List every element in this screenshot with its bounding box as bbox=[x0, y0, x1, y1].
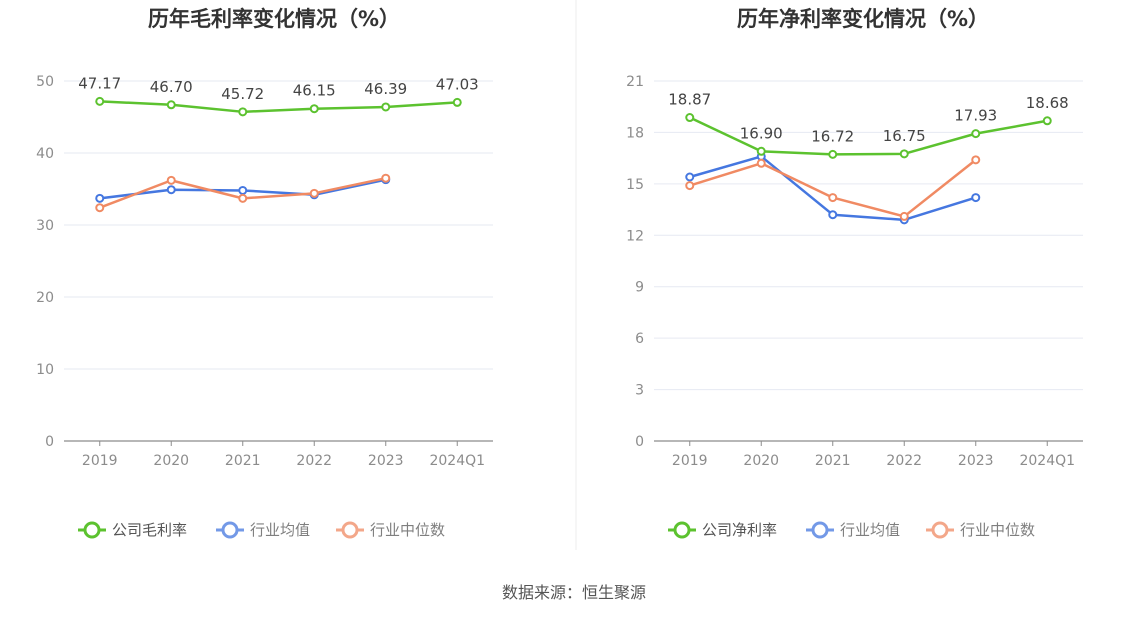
data-point-company[interactable] bbox=[452, 97, 462, 107]
x-tick-label: 2019 bbox=[672, 453, 708, 469]
data-point-median[interactable] bbox=[685, 181, 695, 191]
x-tick-label: 2023 bbox=[368, 453, 404, 469]
data-point-median[interactable] bbox=[971, 155, 981, 165]
data-point-company[interactable] bbox=[971, 129, 981, 139]
data-point-company[interactable] bbox=[238, 107, 248, 117]
series-avg bbox=[685, 151, 981, 225]
data-point-avg[interactable] bbox=[238, 185, 248, 195]
y-tick-label: 10 bbox=[36, 362, 54, 378]
data-point-median[interactable] bbox=[309, 188, 319, 198]
data-label: 16.75 bbox=[883, 127, 926, 145]
legend-label: 公司净利率 bbox=[702, 521, 777, 539]
chart-title: 历年毛利率变化情况（%） bbox=[148, 7, 400, 31]
data-label: 17.93 bbox=[954, 107, 997, 125]
data-source-note: 数据来源：恒生聚源 bbox=[502, 583, 646, 602]
data-label: 18.87 bbox=[668, 91, 711, 109]
data-point-median[interactable] bbox=[238, 193, 248, 203]
legend-item-avg[interactable]: 行业均值 bbox=[806, 521, 900, 539]
data-label: 46.15 bbox=[293, 82, 336, 100]
series-line-company bbox=[99, 100, 458, 114]
data-point-avg[interactable] bbox=[95, 193, 105, 203]
x-tick-label: 2021 bbox=[815, 453, 851, 469]
x-tick-label: 2022 bbox=[296, 453, 332, 469]
legend-label: 行业均值 bbox=[250, 521, 310, 539]
data-point-median[interactable] bbox=[166, 175, 176, 185]
data-point-median[interactable] bbox=[756, 158, 766, 168]
data-point-avg[interactable] bbox=[166, 185, 176, 195]
x-tick-label: 2019 bbox=[82, 453, 118, 469]
data-label: 47.03 bbox=[436, 75, 479, 93]
data-label: 16.72 bbox=[811, 127, 854, 145]
data-label: 45.72 bbox=[221, 85, 264, 103]
data-point-company[interactable] bbox=[756, 146, 766, 156]
x-tick-label: 2020 bbox=[743, 453, 779, 469]
y-tick-label: 21 bbox=[626, 74, 644, 90]
legend-item-avg[interactable]: 行业均值 bbox=[216, 521, 310, 539]
chart-panel-1: 历年毛利率变化情况（%） 0 10 20 30 40 50 2019 2020 2021 2022 2… bbox=[36, 7, 493, 539]
legend-swatch-marker bbox=[673, 521, 691, 539]
data-point-median[interactable] bbox=[95, 203, 105, 213]
data-label: 46.70 bbox=[150, 78, 193, 96]
legend-swatch-marker bbox=[83, 521, 101, 539]
chart-panel-2: 历年净利率变化情况（%） 0 3 6 9 12 15 18 21 2019 2020 2021 2022… bbox=[626, 7, 1083, 539]
data-point-company[interactable] bbox=[95, 96, 105, 106]
series-company: 18.87 16.90 16.72 16.75 17.93 18.68 bbox=[668, 91, 1069, 159]
legend-item-company[interactable]: 公司净利率 bbox=[668, 521, 777, 539]
data-point-company[interactable] bbox=[899, 149, 909, 159]
y-tick-label: 15 bbox=[626, 177, 644, 193]
data-point-avg[interactable] bbox=[828, 210, 838, 220]
legend-item-median[interactable]: 行业中位数 bbox=[926, 521, 1035, 539]
x-tick-label: 2024Q1 bbox=[1019, 453, 1075, 469]
data-point-avg[interactable] bbox=[971, 193, 981, 203]
chart-title: 历年净利率变化情况（%） bbox=[737, 7, 989, 31]
legend-item-median[interactable]: 行业中位数 bbox=[336, 521, 445, 539]
x-tick-label: 2022 bbox=[886, 453, 922, 469]
data-point-median[interactable] bbox=[828, 193, 838, 203]
data-point-company[interactable] bbox=[309, 104, 319, 114]
x-tick-label: 2021 bbox=[225, 453, 261, 469]
y-tick-label: 40 bbox=[36, 146, 54, 162]
data-label: 47.17 bbox=[78, 74, 121, 92]
y-tick-label: 3 bbox=[635, 383, 644, 399]
x-tick-label: 2023 bbox=[958, 453, 994, 469]
data-point-company[interactable] bbox=[685, 113, 695, 123]
data-point-median[interactable] bbox=[381, 173, 391, 183]
legend-swatch-marker bbox=[931, 521, 949, 539]
y-tick-label: 50 bbox=[36, 74, 54, 90]
y-tick-label: 0 bbox=[635, 434, 644, 450]
y-tick-label: 0 bbox=[45, 434, 54, 450]
data-point-company[interactable] bbox=[828, 149, 838, 159]
data-point-company[interactable] bbox=[1042, 116, 1052, 126]
legend-label: 公司毛利率 bbox=[112, 521, 187, 539]
legend-swatch-marker bbox=[811, 521, 829, 539]
series-line-median bbox=[689, 158, 977, 218]
x-tick-label: 2024Q1 bbox=[429, 453, 485, 469]
series-median bbox=[95, 173, 391, 213]
series-company: 47.17 46.70 45.72 46.15 46.39 47.03 bbox=[78, 74, 479, 117]
series-median bbox=[685, 155, 981, 221]
y-tick-label: 12 bbox=[626, 228, 644, 244]
x-tick-label: 2020 bbox=[153, 453, 189, 469]
legend-item-company[interactable]: 公司毛利率 bbox=[78, 521, 187, 539]
series-line-company bbox=[689, 116, 1048, 156]
legend-swatch-marker bbox=[221, 521, 239, 539]
legend-label: 行业均值 bbox=[840, 521, 900, 539]
y-tick-label: 6 bbox=[635, 331, 644, 347]
legend-swatch-marker bbox=[341, 521, 359, 539]
data-point-median[interactable] bbox=[899, 211, 909, 221]
legend-label: 行业中位数 bbox=[370, 521, 445, 539]
y-tick-label: 18 bbox=[626, 125, 644, 141]
data-point-company[interactable] bbox=[166, 100, 176, 110]
data-label: 46.39 bbox=[364, 80, 407, 98]
data-point-company[interactable] bbox=[381, 102, 391, 112]
y-tick-label: 20 bbox=[36, 290, 54, 306]
data-point-avg[interactable] bbox=[685, 172, 695, 182]
y-tick-label: 30 bbox=[36, 218, 54, 234]
y-tick-label: 9 bbox=[635, 280, 644, 296]
legend-label: 行业中位数 bbox=[960, 521, 1035, 539]
data-label: 18.68 bbox=[1026, 94, 1069, 112]
data-label: 16.90 bbox=[740, 124, 783, 142]
